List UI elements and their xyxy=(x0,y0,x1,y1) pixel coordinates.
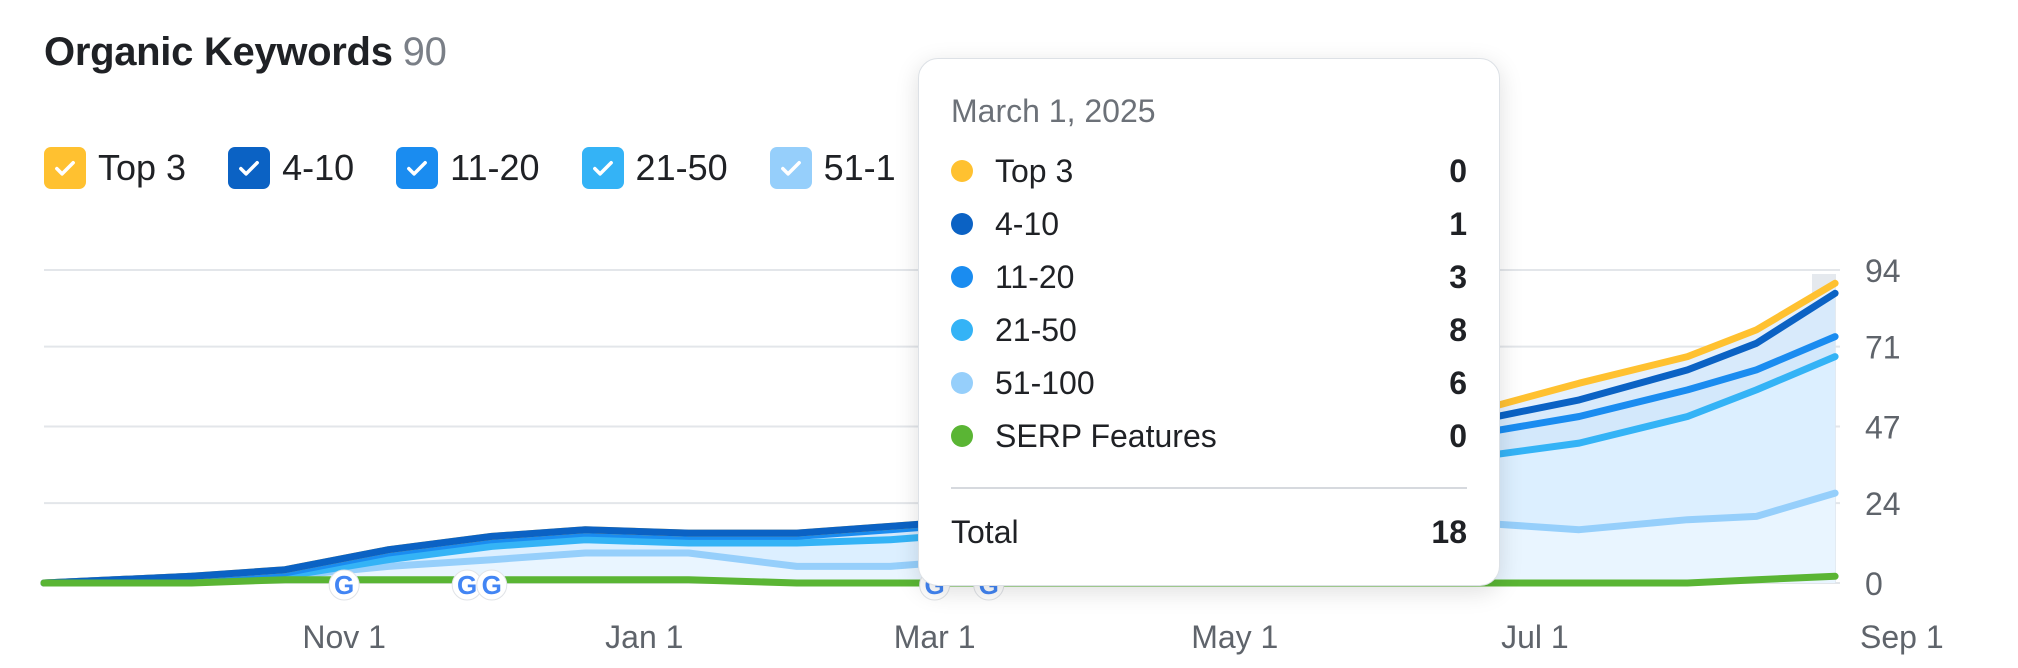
legend-label-51-100: 51-1 xyxy=(823,147,896,188)
legend-item-51-100[interactable]: 51-1 xyxy=(769,147,896,189)
y-tick-label: 71 xyxy=(1865,330,1901,366)
line-4-10 xyxy=(40,289,1839,587)
keyword-count: 90 xyxy=(402,30,447,74)
checkmark-icon xyxy=(780,161,801,176)
x-tick-label: Mar 1 xyxy=(894,619,976,655)
tooltip-value-51-100: 6 xyxy=(1449,364,1467,401)
title-text: Organic Keywords xyxy=(44,30,393,74)
legend-label-21-50: 21-50 xyxy=(635,147,728,188)
y-tick-label: 47 xyxy=(1865,410,1901,446)
legend-checkbox-4-10[interactable] xyxy=(228,147,271,189)
tooltip-label-serp-features: SERP Features xyxy=(995,417,1217,454)
line-51-100 xyxy=(40,489,1839,587)
tooltip-total-row: Total 18 xyxy=(951,511,1467,553)
tooltip-row-serp-features: SERP Features 0 xyxy=(951,416,1467,456)
tooltip-value-11-20: 3 xyxy=(1449,258,1467,295)
google-g-icon: G xyxy=(457,570,477,600)
tooltip-label-4-10: 4-10 xyxy=(995,205,1060,242)
google-g-icon: G xyxy=(334,570,354,600)
tooltip-dot-21-50 xyxy=(951,319,973,341)
hover-tooltip: March 1, 2025 Top 3 0 4-10 1 11-20 3 21-… xyxy=(918,58,1500,586)
series-legend: Top 3 4-10 11-20 21-50 51-1 xyxy=(44,144,938,192)
tooltip-label-top3: Top 3 xyxy=(995,152,1074,189)
tooltip-dot-serp-features xyxy=(951,425,973,447)
legend-item-11-20[interactable]: 11-20 xyxy=(396,147,540,189)
tooltip-label-21-50: 21-50 xyxy=(995,311,1077,348)
legend-item-top3[interactable]: Top 3 xyxy=(44,147,186,189)
tooltip-divider xyxy=(951,487,1467,489)
google-update-marker xyxy=(328,569,360,601)
legend-checkbox-21-50[interactable] xyxy=(581,147,624,189)
tooltip-dot-4-10 xyxy=(951,213,973,235)
checkmark-icon xyxy=(407,161,428,176)
tooltip-row-4-10: 4-10 1 xyxy=(951,204,1467,244)
x-tick-label: May 1 xyxy=(1191,619,1278,655)
tooltip-value-21-50: 8 xyxy=(1449,311,1467,348)
x-tick-label: Jan 1 xyxy=(605,619,683,655)
legend-item-21-50[interactable]: 21-50 xyxy=(581,147,728,189)
legend-checkbox-top3[interactable] xyxy=(44,147,86,189)
tooltip-date: March 1, 2025 xyxy=(951,93,1156,129)
google-g-icon: G xyxy=(482,570,502,600)
legend-label-4-10: 4-10 xyxy=(282,147,355,188)
tooltip-row-top3: Top 3 0 xyxy=(951,151,1467,191)
google-update-marker xyxy=(476,569,508,601)
x-tick-label: Sep 1 xyxy=(1860,619,1944,655)
tooltip-row-11-20: 11-20 3 xyxy=(951,257,1467,297)
tooltip-value-top3: 0 xyxy=(1449,152,1467,189)
tooltip-value-4-10: 1 xyxy=(1449,205,1467,242)
tooltip-label-51-100: 51-100 xyxy=(995,364,1095,401)
tooltip-value-serp-features: 0 xyxy=(1449,417,1467,454)
tooltip-total-label: Total xyxy=(951,513,1019,550)
tooltip-total-value: 18 xyxy=(1431,513,1467,550)
legend-checkbox-51-100[interactable] xyxy=(769,147,812,189)
checkmark-icon xyxy=(55,161,75,176)
y-tick-label: 0 xyxy=(1865,566,1883,602)
tooltip-dot-51-100 xyxy=(951,372,973,394)
y-tick-label: 24 xyxy=(1865,486,1901,522)
widget-title: Organic Keywords 90 xyxy=(44,30,447,75)
checkmark-icon xyxy=(592,161,613,176)
line-21-50 xyxy=(40,353,1839,587)
checkmark-icon xyxy=(239,161,259,176)
x-tick-label: Nov 1 xyxy=(302,619,386,655)
tooltip-row-21-50: 21-50 8 xyxy=(951,310,1467,350)
tooltip-label-11-20: 11-20 xyxy=(995,258,1075,295)
line-serp-features xyxy=(40,572,1839,587)
x-tick-label: Jul 1 xyxy=(1501,619,1569,655)
tooltip-row-51-100: 51-100 6 xyxy=(951,363,1467,403)
legend-label-11-20: 11-20 xyxy=(450,147,540,188)
legend-checkbox-11-20[interactable] xyxy=(396,147,439,189)
legend-label-top3: Top 3 xyxy=(98,147,187,188)
tooltip-dot-11-20 xyxy=(951,266,973,288)
tooltip-dot-top3 xyxy=(951,160,973,182)
y-tick-label: 94 xyxy=(1865,253,1901,289)
legend-item-4-10[interactable]: 4-10 xyxy=(228,147,354,189)
